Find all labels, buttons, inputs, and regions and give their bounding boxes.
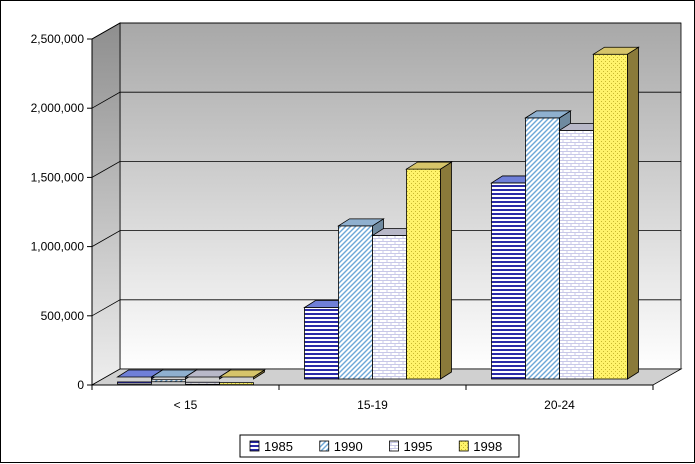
bar-front [525, 117, 560, 380]
bar-front [338, 225, 373, 380]
legend-label: 1998 [473, 439, 502, 454]
y-tick-label: 1,500,000 [31, 170, 85, 184]
legend-label: 1990 [334, 439, 363, 454]
legend: 1985 1990 1995 1998 [239, 434, 520, 458]
bar-front [559, 129, 594, 380]
bar-front [372, 235, 407, 380]
bar-front [593, 53, 628, 380]
bars [116, 46, 640, 386]
bar-front [304, 307, 339, 380]
gridlines [91, 22, 681, 317]
legend-label: 1995 [404, 439, 433, 454]
bar-top [337, 218, 385, 227]
bar [592, 46, 640, 380]
bar-front [117, 381, 152, 385]
y-tick-label: 2,000,000 [31, 101, 85, 115]
gridline [91, 160, 681, 178]
legend-swatch [389, 440, 399, 452]
y-tick-label: 2,500,000 [31, 32, 85, 46]
legend-swatch [458, 440, 469, 452]
side-wall [91, 22, 121, 386]
x-tick-label: < 15 [174, 398, 198, 412]
bar-top [218, 369, 266, 378]
bar-side [627, 46, 639, 380]
bar-front [491, 182, 526, 380]
bar-top [405, 161, 453, 170]
legend-label: 1985 [264, 439, 293, 454]
bar [405, 161, 453, 380]
gridline [91, 91, 681, 109]
axes [91, 39, 653, 386]
bar-top [592, 46, 640, 55]
bar-side [440, 161, 452, 380]
y-tick-label: 0 [77, 378, 84, 392]
y-tick-label: 1,000,000 [31, 240, 85, 254]
bar-front [151, 379, 186, 383]
bar-front [185, 381, 220, 385]
y-axis-ticks: 0 500,000 1,000,000 1,500,000 2,000,000 2,500… [31, 32, 92, 392]
bar-top [524, 110, 572, 119]
legend-swatch [319, 440, 330, 452]
bar-front [219, 382, 254, 386]
bar [218, 369, 266, 386]
legend-swatch [249, 440, 260, 452]
x-axis-ticks: < 15 15-19 20-24 [91, 385, 654, 412]
gridline [91, 22, 681, 40]
y-tick-label: 500,000 [41, 309, 85, 323]
x-tick-label: 15-19 [357, 398, 388, 412]
legend-box [239, 434, 520, 458]
bar-front [406, 168, 441, 380]
x-tick-label: 20-24 [544, 398, 575, 412]
